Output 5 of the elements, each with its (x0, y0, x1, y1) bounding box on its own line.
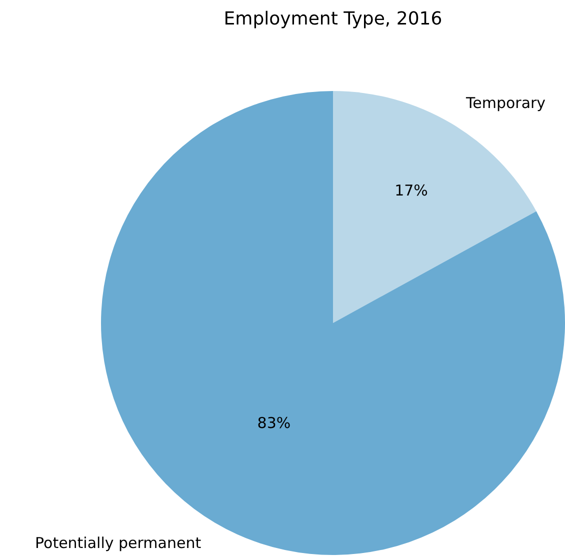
chart-title: Employment Type, 2016 (224, 8, 442, 30)
slice-label: Temporary (465, 94, 546, 112)
slice-label: Potentially permanent (35, 534, 202, 552)
data-label: 17% (394, 182, 428, 200)
data-label: 83% (257, 414, 291, 432)
